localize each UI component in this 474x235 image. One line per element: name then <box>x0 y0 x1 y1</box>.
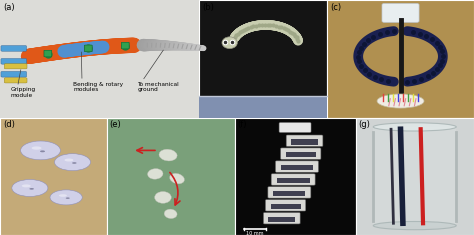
Ellipse shape <box>50 190 82 205</box>
FancyBboxPatch shape <box>268 187 311 198</box>
Ellipse shape <box>222 37 237 49</box>
Ellipse shape <box>66 197 70 199</box>
Text: Bending & rotary
modules: Bending & rotary modules <box>73 82 124 92</box>
FancyBboxPatch shape <box>1 46 27 51</box>
Text: (c): (c) <box>330 3 341 12</box>
Bar <box>281 165 313 170</box>
Bar <box>0 118 107 235</box>
Bar <box>291 139 318 145</box>
Bar <box>0 0 199 118</box>
FancyBboxPatch shape <box>84 45 92 52</box>
Bar <box>268 217 295 222</box>
Text: Gripping
module: Gripping module <box>10 87 36 98</box>
Ellipse shape <box>59 194 67 197</box>
Text: (d): (d) <box>3 120 15 129</box>
FancyBboxPatch shape <box>84 45 92 52</box>
Bar <box>107 118 235 235</box>
FancyBboxPatch shape <box>264 212 300 224</box>
Ellipse shape <box>155 192 171 203</box>
Bar <box>199 96 327 118</box>
FancyBboxPatch shape <box>382 4 419 22</box>
Ellipse shape <box>40 150 45 152</box>
FancyBboxPatch shape <box>1 71 27 77</box>
FancyBboxPatch shape <box>279 123 311 132</box>
Ellipse shape <box>147 169 163 179</box>
Text: (a): (a) <box>3 3 15 12</box>
Bar <box>277 178 310 183</box>
Text: 10 mm: 10 mm <box>246 231 264 235</box>
FancyBboxPatch shape <box>44 50 52 57</box>
Bar <box>373 127 456 226</box>
FancyBboxPatch shape <box>275 161 319 172</box>
Ellipse shape <box>22 184 31 187</box>
Bar <box>286 152 316 157</box>
Ellipse shape <box>21 141 61 160</box>
FancyBboxPatch shape <box>265 200 306 211</box>
Bar <box>0 0 199 118</box>
Ellipse shape <box>377 94 424 108</box>
Ellipse shape <box>55 154 91 171</box>
Ellipse shape <box>164 209 177 219</box>
Ellipse shape <box>373 123 456 131</box>
Text: (b): (b) <box>202 3 214 12</box>
FancyBboxPatch shape <box>286 135 323 146</box>
Bar <box>235 118 356 235</box>
Ellipse shape <box>32 146 42 150</box>
Bar <box>199 0 327 118</box>
FancyBboxPatch shape <box>4 78 27 83</box>
Bar <box>271 204 301 209</box>
Ellipse shape <box>72 162 77 164</box>
FancyBboxPatch shape <box>4 64 27 69</box>
Bar <box>273 191 305 196</box>
Text: To mechanical
ground: To mechanical ground <box>137 82 179 92</box>
Text: (g): (g) <box>358 120 370 129</box>
Ellipse shape <box>64 159 73 161</box>
Ellipse shape <box>12 180 48 196</box>
Ellipse shape <box>29 188 34 190</box>
Ellipse shape <box>159 149 177 161</box>
Bar <box>327 0 474 118</box>
FancyBboxPatch shape <box>271 174 315 185</box>
Text: (f): (f) <box>237 120 247 129</box>
FancyBboxPatch shape <box>121 42 129 49</box>
FancyBboxPatch shape <box>281 148 321 159</box>
FancyBboxPatch shape <box>1 59 27 64</box>
Text: (e): (e) <box>109 120 121 129</box>
FancyBboxPatch shape <box>121 42 129 49</box>
Ellipse shape <box>170 173 184 184</box>
Bar <box>356 118 474 235</box>
Ellipse shape <box>373 221 456 230</box>
FancyBboxPatch shape <box>44 50 52 57</box>
